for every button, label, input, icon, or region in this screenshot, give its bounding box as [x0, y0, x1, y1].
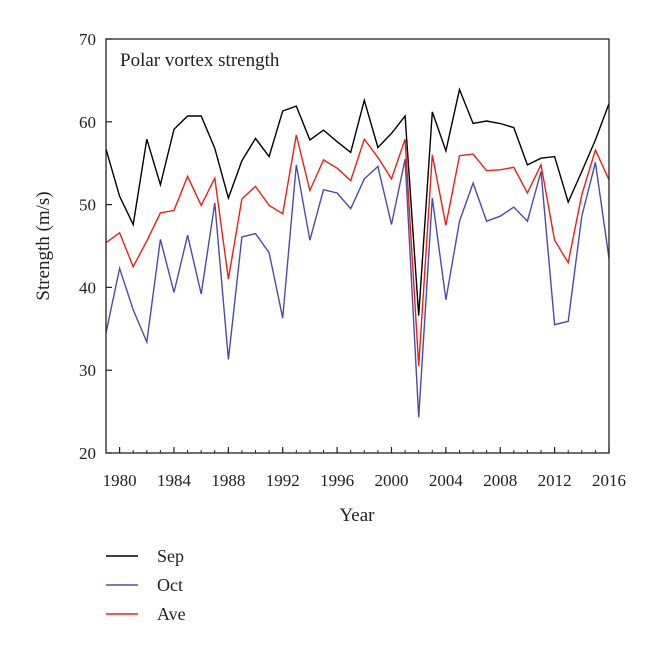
x-tick-label-2016: 2016	[592, 471, 626, 490]
x-tick-label-1980: 1980	[103, 471, 137, 490]
legend-label-oct: Oct	[157, 575, 183, 595]
legend-label-ave: Ave	[157, 604, 186, 624]
x-tick-label-1992: 1992	[266, 471, 300, 490]
legend-label-sep: Sep	[157, 546, 184, 566]
series-line-ave	[105, 134, 610, 367]
x-tick-label-1988: 1988	[211, 471, 245, 490]
y-axis-title: Strength (m/s)	[33, 191, 54, 300]
x-tick-label-2012: 2012	[538, 471, 572, 490]
legend: Sep Oct Ave	[106, 546, 186, 624]
x-tick-label-2000: 2000	[374, 471, 408, 490]
series-line-oct	[105, 158, 610, 418]
y-tick-label-60: 60	[79, 113, 96, 132]
series-lines	[105, 87, 610, 418]
y-tick-label-20: 20	[79, 444, 96, 463]
x-tick-label-2008: 2008	[483, 471, 517, 490]
y-tick-label-70: 70	[79, 30, 96, 49]
series-line-sep	[105, 87, 610, 316]
y-tick-label-30: 30	[79, 361, 96, 380]
y-tick-label-50: 50	[79, 196, 96, 215]
chart-annotation: Polar vortex strength	[120, 50, 280, 71]
x-tick-label-1996: 1996	[320, 471, 354, 490]
y-tick-label-40: 40	[79, 278, 96, 297]
x-tick-label-1984: 1984	[157, 471, 192, 490]
plot-frame	[105, 38, 610, 454]
axes: 20 30 40 50 60 70 1980 1984 1988 1992 1996 2000 2004…	[79, 30, 626, 490]
x-axis-title: Year	[339, 505, 375, 526]
x-tick-label-2004: 2004	[429, 471, 464, 490]
